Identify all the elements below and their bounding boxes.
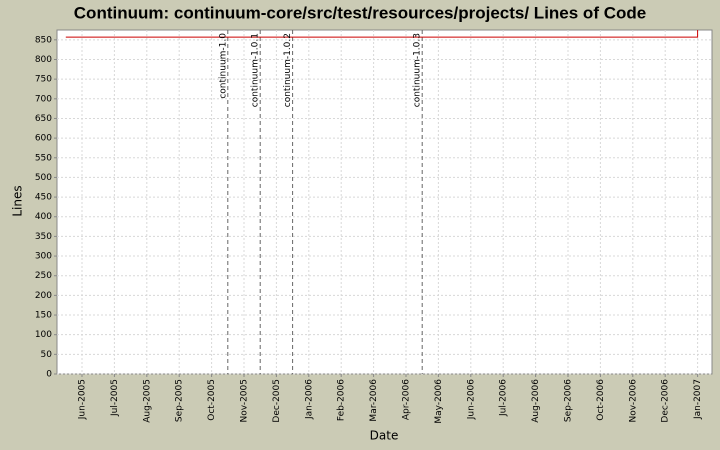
x-tick-label: Aug-2006 [531,379,541,423]
x-tick-label: Jun-2005 [78,379,88,420]
release-label: continuum-1.0.3 [413,33,423,107]
y-tick-label: 650 [35,114,52,124]
y-tick-label: 850 [35,35,52,45]
x-tick-label: Jun-2006 [466,379,476,420]
x-tick-label: Aug-2005 [142,379,152,423]
y-tick-label: 0 [46,370,52,380]
y-tick-label: 250 [35,271,52,281]
x-tick-label: Sep-2006 [564,379,574,422]
y-tick-label: 200 [35,291,52,301]
x-axis-label: Date [370,429,399,443]
y-tick-label: 800 [35,55,52,65]
x-tick-label: Jan-2007 [693,379,703,420]
data-line [65,30,699,38]
x-tick-label: Nov-2005 [240,379,250,422]
y-axis-label: Lines [11,185,25,216]
y-tick-label: 50 [41,350,53,360]
chart-title: Continuum: continuum-core/src/test/resou… [74,3,646,22]
x-tick-label: Sep-2005 [175,379,185,422]
x-tick-label: Jul-2005 [110,379,120,417]
x-tick-label: Jul-2006 [499,379,509,417]
x-tick-label: Apr-2006 [402,379,412,420]
plot-area [56,29,713,375]
x-tick-label: Oct-2006 [596,379,606,421]
release-label: continuum-1.0.2 [283,33,293,107]
plot-content [65,30,699,374]
release-label: continuum-1.0.1 [251,33,261,107]
y-tick-label: 450 [35,193,52,203]
y-tick-label: 400 [35,212,52,222]
y-tick-label: 350 [35,232,52,242]
y-tick-label: 600 [35,134,52,144]
x-tick-label: Feb-2006 [337,379,347,421]
x-tick-label: Mar-2006 [369,379,379,422]
x-tick-label: Jan-2006 [304,379,314,420]
y-tick-label: 550 [35,153,52,163]
x-tick-label: May-2006 [434,379,444,424]
y-tick-label: 700 [35,94,52,104]
y-tick-label: 500 [35,173,52,183]
x-tick-label: Oct-2005 [207,379,217,421]
release-label: continuum-1.0 [218,33,228,99]
y-tick-label: 750 [35,75,52,85]
y-tick-label: 150 [35,311,52,321]
y-tick-label: 300 [35,252,52,262]
y-tick-label: 100 [35,330,52,340]
x-tick-label: Dec-2005 [272,379,282,423]
x-tick-label: Nov-2006 [628,379,638,423]
x-tick-label: Dec-2006 [661,379,671,423]
